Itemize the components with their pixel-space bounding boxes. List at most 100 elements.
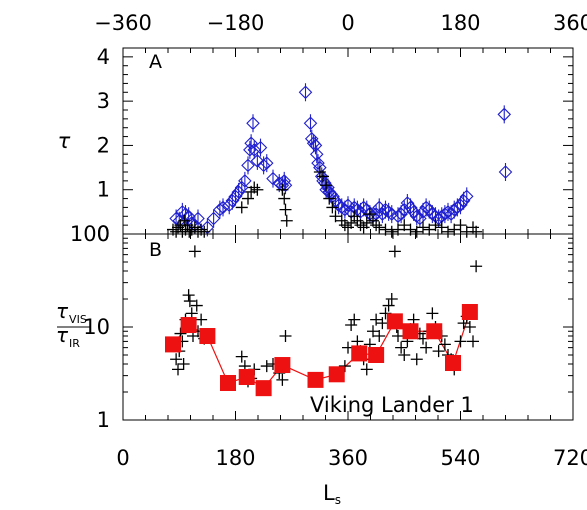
panel-a-diamond-point	[375, 205, 390, 224]
panel-b-x-tick-labels: 0 180 360 540 720	[116, 446, 587, 470]
panel-b-plus-point	[395, 341, 408, 354]
panel-b-square-point	[386, 313, 403, 330]
panel-a-top-tick-label: −360	[94, 11, 152, 35]
panel-a-plus-point	[235, 201, 248, 214]
panel-a-diamond-point	[191, 209, 205, 228]
panel-a-plus-point	[251, 183, 264, 196]
panel-b-points	[165, 245, 483, 397]
panel-a-diamond-point	[308, 136, 323, 155]
panel-a-diamond-point	[222, 196, 237, 215]
panel-b-plus-point	[351, 335, 364, 348]
panel-a-diamond-point	[247, 140, 262, 159]
panel-b-annotation: Viking Lander 1	[310, 393, 474, 417]
panel-a-plus-point	[323, 192, 336, 205]
panel-a-plus-point	[198, 225, 211, 238]
panel-a-diamond-point	[253, 138, 268, 157]
panel-a-plus-point	[429, 219, 442, 232]
panel-a-diamond-point	[278, 176, 293, 195]
panel-a-plus-point	[278, 192, 291, 205]
panel-b-x-tick-label: 0	[116, 446, 129, 470]
panel-b-y-tick-label: 1	[97, 408, 110, 432]
panel-a-plus-point	[329, 210, 342, 223]
panel-a-y-tick-labels: 0 1 2 3 4	[97, 45, 110, 246]
panel-b-square-point	[199, 328, 216, 345]
panel-b-plus-point	[373, 330, 386, 343]
panel-a: −360 −180 0 180 360 0 1 2 3 4 A τ	[58, 11, 587, 246]
panel-a-diamond-point	[225, 191, 240, 210]
panel-a-diamond-point	[456, 191, 471, 210]
x-axis-label-sub: s	[335, 493, 341, 507]
panel-b-x-tick-label: 540	[440, 446, 480, 470]
panel-a-top-tick-label: 360	[553, 11, 587, 35]
panel-b-square-point	[328, 366, 345, 383]
panel-a-diamond-point	[416, 202, 430, 221]
panel-a-diamond-point	[453, 196, 468, 215]
panel-a-y-tick-label: 4	[97, 45, 110, 69]
panel-a-diamond-point	[403, 198, 418, 217]
panel-b-y-axis-label: τVIS τIR	[56, 299, 91, 350]
panel-a-diamond-point	[298, 83, 313, 102]
panel-b-square-point	[238, 368, 255, 385]
panel-b-plus-point	[360, 363, 373, 376]
panel-a-plus-point	[398, 219, 411, 232]
panel-a-diamond-point	[422, 200, 437, 219]
panel-a-diamond-point	[181, 207, 196, 226]
panel-b-plus-point	[438, 338, 451, 351]
panel-a-points	[167, 83, 513, 238]
panel-b-ylabel-numerator-sub: VIS	[69, 313, 87, 326]
panel-b-square-point	[307, 371, 324, 388]
panel-b-plus-point	[279, 330, 292, 343]
panel-b-square-point	[426, 323, 443, 340]
panel-b-plus-point	[183, 295, 196, 308]
panel-a-top-tick-label: 180	[440, 11, 480, 35]
panel-a-plus-point	[354, 219, 367, 232]
panel-a-top-tick-label: −180	[207, 11, 265, 35]
panel-b-square-point	[351, 345, 368, 362]
panel-a-plus-point	[363, 208, 376, 221]
panel-a-plus-point	[454, 219, 467, 232]
panel-a-diamond-point	[241, 156, 255, 175]
panel-b-plus-point	[463, 321, 476, 333]
x-axis-label: Ls	[323, 481, 341, 507]
panel-a-y-tick-label: 0	[97, 222, 110, 246]
panel-b-plus-point	[410, 353, 423, 366]
panel-a-diamond-point	[266, 169, 280, 188]
panel-a-top-tick-label: 0	[341, 11, 354, 35]
panel-a-plus-point	[345, 216, 358, 229]
panel-b-plus-point	[398, 348, 411, 361]
panel-b-plus-point	[348, 313, 361, 326]
panel-a-plus-point	[320, 179, 333, 192]
panel-b-plus-point	[195, 313, 208, 326]
panel-b-plus-point	[467, 335, 479, 348]
panel-b-square-point	[461, 303, 478, 320]
panel-b-label: B	[149, 239, 162, 261]
panel-a-label: A	[149, 51, 162, 73]
panel-b-plus-point	[432, 345, 445, 358]
x-axis-label-main: L	[323, 481, 335, 505]
panel-a-diamond-point	[303, 114, 318, 133]
panel-a-plus-point	[248, 181, 261, 194]
panel-a-plus-point	[279, 203, 292, 216]
panel-b-x-tick-label: 720	[553, 446, 587, 470]
panel-b-square-point	[220, 374, 236, 391]
panel-b-ticks	[122, 233, 574, 421]
panel-b-x-tick-label: 360	[328, 446, 368, 470]
panel-b-square-point	[368, 346, 385, 363]
panel-b-ylabel-numerator: τVIS	[56, 299, 87, 326]
panel-b-ratio-path	[172, 311, 471, 389]
panel-b-plus-point	[470, 260, 483, 273]
panel-b-square-point	[255, 380, 272, 397]
panel-a-plus-point	[280, 214, 293, 227]
panel-a-plus-point	[470, 225, 483, 238]
panel-a-diamond-point	[216, 198, 230, 217]
panel-a-diamond-point	[244, 134, 258, 153]
panel-b-x-tick-label: 180	[215, 446, 255, 470]
panel-b-square-point	[165, 336, 181, 353]
panel-a-diamond-point	[359, 200, 374, 219]
panel-b-plus-point	[260, 360, 273, 373]
panel-b-plus-point	[420, 341, 433, 354]
panel-b-plus-point	[345, 319, 358, 332]
panel-a-diamond-point	[406, 202, 421, 221]
panel-a-diamond-point	[200, 218, 215, 237]
panel-b-plus-point	[385, 293, 398, 306]
